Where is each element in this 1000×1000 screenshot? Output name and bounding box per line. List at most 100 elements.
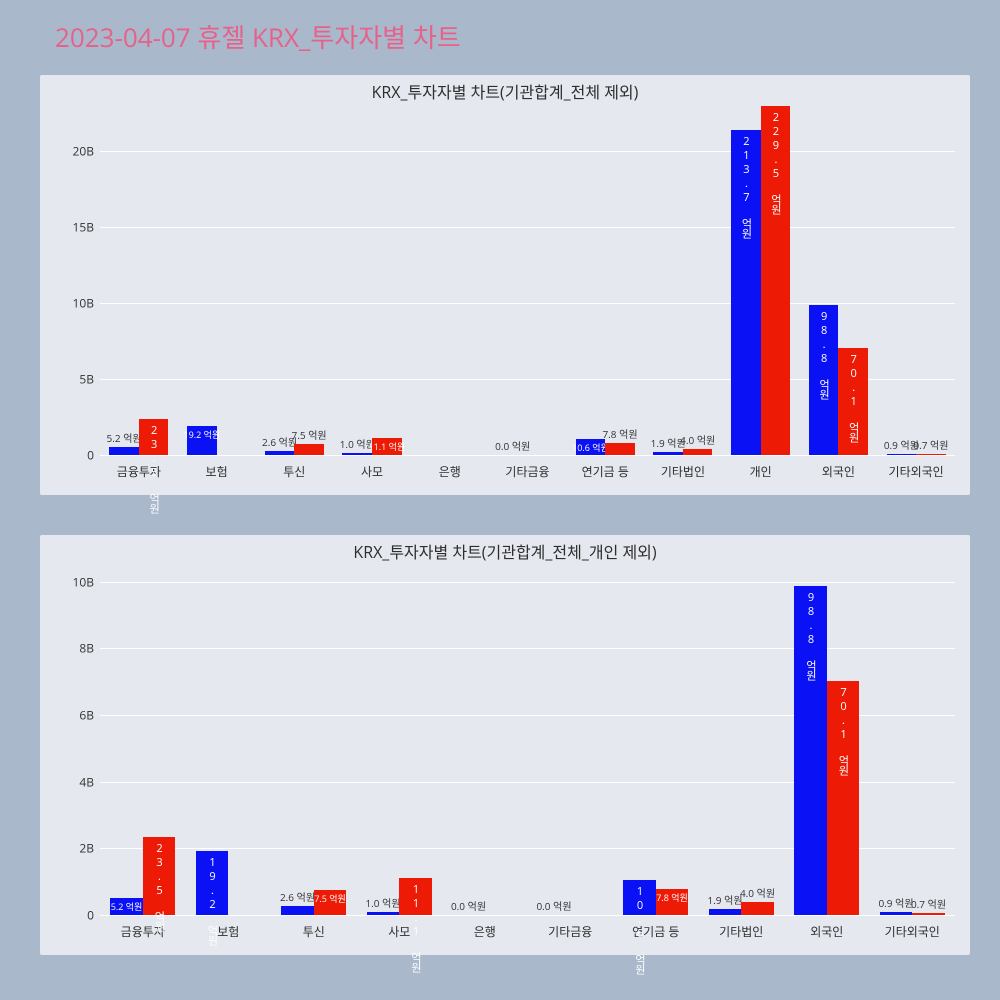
bar-value-label: 10.6 억원 — [631, 884, 647, 974]
bar-red: 229.5 억원 — [761, 106, 791, 455]
y-tick-label: 8B — [79, 640, 94, 657]
bar-value-label: 2.6 억원 — [280, 889, 315, 904]
category-group: 개인213.7 억원229.5 억원 — [722, 105, 800, 455]
bar-value-label: 7.8 억원 — [602, 426, 637, 441]
category-group: 투신2.6 억원7.5 억원 — [255, 105, 333, 455]
category-group: 은행 — [411, 105, 489, 455]
bar-value-label: 213.7 억원 — [738, 134, 754, 238]
category-group: 사모1.0 억원11.1 억원 — [357, 565, 443, 915]
bar-value-label: 5.2 억원 — [107, 430, 142, 445]
bar-value-label: 0.9 억원 — [878, 895, 913, 910]
category-label: 기타금융 — [548, 923, 592, 940]
bar-value-label: 70.1 억원 — [845, 352, 861, 442]
category-group: 은행0.0 억원 — [442, 565, 528, 915]
bar-red: 4.0 억원 — [741, 902, 773, 915]
bar-blue: 10.6 억원 — [623, 880, 655, 915]
category-label: 외국인 — [822, 463, 855, 480]
bar-value-label: 11.1 억원 — [407, 882, 423, 972]
category-label: 기타금융 — [505, 463, 549, 480]
category-label: 투신 — [283, 463, 305, 480]
y-tick-label: 0 — [87, 447, 94, 464]
bar-value-label: 10.6 억원 — [572, 441, 609, 454]
category-group: 외국인98.8 억원70.1 억원 — [784, 565, 870, 915]
category-label: 보험 — [206, 463, 228, 480]
category-label: 개인 — [750, 463, 772, 480]
bar-red: 70.1 억원 — [827, 681, 859, 915]
gridline — [100, 455, 955, 456]
bar-red: 11.1 억원 — [399, 878, 431, 915]
chart-1: KRX_투자자별 차트(기관합계_전체 제외) 05B10B15B20B금융투자… — [40, 75, 970, 495]
bar-blue: 98.8 억원 — [794, 586, 826, 915]
bar-red: 0.7 억원 — [912, 913, 944, 915]
bar-red: 11.1 억원 — [372, 438, 402, 455]
bar-value-label: 7.8 억원 — [656, 891, 688, 904]
category-label: 은행 — [439, 463, 461, 480]
y-tick-label: 4B — [79, 773, 94, 790]
bar-value-label: 98.8 억원 — [802, 590, 818, 680]
bar-red: 7.8 억원 — [656, 889, 688, 915]
category-label: 은행 — [474, 923, 496, 940]
bar-blue: 1.0 억원 — [342, 453, 372, 455]
bar-value-label: 11.1 억원 — [368, 440, 405, 453]
bar-value-label: 7.5 억원 — [292, 427, 327, 442]
category-label: 기타법인 — [719, 923, 763, 940]
page-title: 2023-04-07 휴젤 KRX_투자자별 차트 — [55, 18, 461, 55]
category-label: 기타외국인 — [885, 923, 940, 940]
chart-1-subtitle: KRX_투자자별 차트(기관합계_전체 제외) — [40, 75, 970, 103]
category-group: 기타금융0.0 억원 — [489, 105, 567, 455]
y-tick-label: 2B — [79, 840, 94, 857]
category-label: 보험 — [217, 923, 239, 940]
bar-blue: 213.7 억원 — [731, 130, 761, 455]
category-group: 연기금 등10.6 억원7.8 억원 — [566, 105, 644, 455]
bar-red: 7.8 억원 — [605, 443, 635, 455]
bar-red: 70.1 억원 — [838, 348, 868, 455]
category-label: 기타법인 — [661, 463, 705, 480]
bar-red: 0.7 억원 — [916, 454, 946, 455]
bar-value-label: 1.9 억원 — [707, 892, 742, 907]
bar-value-label: 0.0 억원 — [536, 898, 571, 913]
bar-value-label: 70.1 억원 — [835, 685, 851, 775]
chart-2-plot: 02B4B6B8B10B금융투자5.2 억원23.5 억원보험19.2 억원투신… — [100, 565, 955, 915]
bar-blue: 10.6 억원 — [576, 439, 606, 455]
bar-red: 7.5 억원 — [314, 890, 346, 915]
bar-blue: 0.9 억원 — [887, 454, 917, 455]
category-group: 보험19.2 억원 — [178, 105, 256, 455]
category-group: 투신2.6 억원7.5 억원 — [271, 565, 357, 915]
gridline — [100, 915, 955, 916]
y-tick-label: 10B — [73, 294, 94, 311]
bar-red: 7.5 억원 — [294, 444, 324, 455]
page: 2023-04-07 휴젤 KRX_투자자별 차트 KRX_투자자별 차트(기관… — [0, 0, 1000, 1000]
category-label: 투신 — [303, 923, 325, 940]
bar-value-label: 0.7 억원 — [911, 896, 946, 911]
bar-blue: 1.9 억원 — [709, 909, 741, 915]
bar-blue: 2.6 억원 — [265, 451, 295, 455]
bar-blue: 1.9 억원 — [653, 452, 683, 455]
category-label: 사모 — [361, 463, 383, 480]
bar-red: 23.5 억원 — [143, 837, 175, 915]
bar-value-label: 98.8 억원 — [816, 309, 832, 399]
category-label: 외국인 — [810, 923, 843, 940]
bar-value-label: 19.2 억원 — [183, 428, 220, 441]
bar-value-label: 0.7 억원 — [913, 437, 948, 452]
category-label: 기타외국인 — [889, 463, 944, 480]
category-group: 사모1.0 억원11.1 억원 — [333, 105, 411, 455]
bar-blue: 1.0 억원 — [367, 912, 399, 915]
y-tick-label: 0 — [87, 907, 94, 924]
bar-red: 23.5 억원 — [139, 419, 169, 455]
bar-blue: 5.2 억원 — [109, 447, 139, 455]
bar-value-label: 7.5 억원 — [314, 892, 346, 905]
y-tick-label: 20B — [73, 142, 94, 159]
bar-value-label: 23.5 억원 — [151, 841, 167, 931]
category-label: 연기금 등 — [582, 463, 629, 480]
bar-value-label: 0.0 억원 — [495, 438, 530, 453]
bar-blue: 2.6 억원 — [281, 906, 313, 915]
bar-value-label: 4.0 억원 — [740, 885, 775, 900]
y-tick-label: 15B — [73, 218, 94, 235]
bar-value-label: 4.0 억원 — [680, 432, 715, 447]
bar-value-label: 1.0 억원 — [365, 895, 400, 910]
bar-value-label: 229.5 억원 — [767, 110, 783, 214]
bar-value-label: 23.5 억원 — [146, 423, 162, 513]
chart-1-plot: 05B10B15B20B금융투자5.2 억원23.5 억원보험19.2 억원투신… — [100, 105, 955, 455]
category-group: 금융투자5.2 억원23.5 억원 — [100, 565, 186, 915]
bar-value-label: 0.0 억원 — [451, 898, 486, 913]
